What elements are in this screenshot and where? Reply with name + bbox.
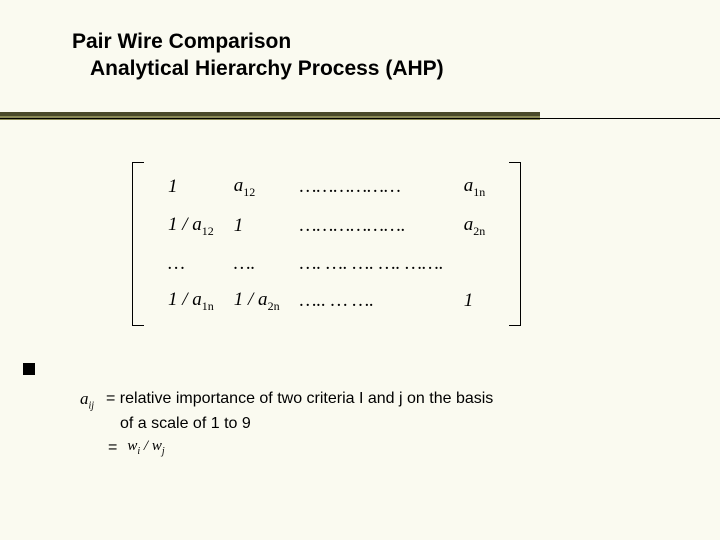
ratio-denominator: w [152, 438, 162, 454]
definition-line-1: aij = relative importance of two criteri… [80, 388, 640, 413]
definition-block: aij = relative importance of two criteri… [80, 388, 640, 459]
matrix-row: …….…. …. …. …. ……. [158, 246, 495, 282]
matrix-table: 1a12………………a1n1 / a121……………….a2n…….…. …. … [158, 168, 495, 320]
ratio-denominator-sub: j [162, 446, 165, 457]
matrix-body: 1a12………………a1n1 / a121……………….a2n…….…. …. … [144, 162, 509, 326]
matrix-cell: 1 [158, 168, 224, 207]
accent-underline [0, 118, 720, 119]
definition-equals: = [108, 437, 117, 459]
matrix-cell: a2n [454, 207, 496, 246]
definition-text-1: = relative importance of two criteria I … [106, 388, 640, 410]
matrix-cell: 1 / a1n [158, 282, 224, 321]
definition-line-2: of a scale of 1 to 9 [80, 413, 640, 435]
title-line-2: Analytical Hierarchy Process (AHP) [90, 55, 444, 82]
ratio-sep: / [140, 438, 152, 454]
matrix-cell: ….. … …. [290, 282, 454, 321]
matrix-cell [454, 246, 496, 282]
matrix-cell: …. …. …. …. ……. [290, 246, 454, 282]
definition-ratio: wi / wj [127, 436, 164, 459]
matrix-row: 1 / a1n1 / a2n….. … ….1 [158, 282, 495, 321]
left-square-bullet [23, 363, 35, 375]
matrix-cell: a12 [224, 168, 290, 207]
matrix-cell: …. [224, 246, 290, 282]
symbol-subscript: ij [89, 400, 95, 411]
definition-symbol: aij [80, 388, 106, 413]
ratio-numerator: w [127, 438, 137, 454]
matrix-row: 1a12………………a1n [158, 168, 495, 207]
matrix-cell: ………………. [290, 207, 454, 246]
matrix-cell: 1 [454, 282, 496, 321]
definition-line-3: = wi / wj [106, 436, 640, 459]
slide: Pair Wire Comparison Analytical Hierarch… [0, 0, 720, 540]
matrix-right-bracket [509, 162, 521, 326]
matrix-cell: … [158, 246, 224, 282]
symbol-base: a [80, 389, 89, 408]
matrix-cell: 1 / a12 [158, 207, 224, 246]
matrix-cell: 1 / a2n [224, 282, 290, 321]
definition-text-2: of a scale of 1 to 9 [120, 413, 640, 435]
matrix-left-bracket [132, 162, 144, 326]
matrix-row: 1 / a121……………….a2n [158, 207, 495, 246]
matrix-cell: ……………… [290, 168, 454, 207]
slide-title: Pair Wire Comparison Analytical Hierarch… [72, 28, 444, 83]
title-line-1: Pair Wire Comparison [72, 28, 444, 55]
comparison-matrix: 1a12………………a1n1 / a121……………….a2n…….…. …. … [132, 162, 521, 326]
matrix-cell: a1n [454, 168, 496, 207]
matrix-cell: 1 [224, 207, 290, 246]
